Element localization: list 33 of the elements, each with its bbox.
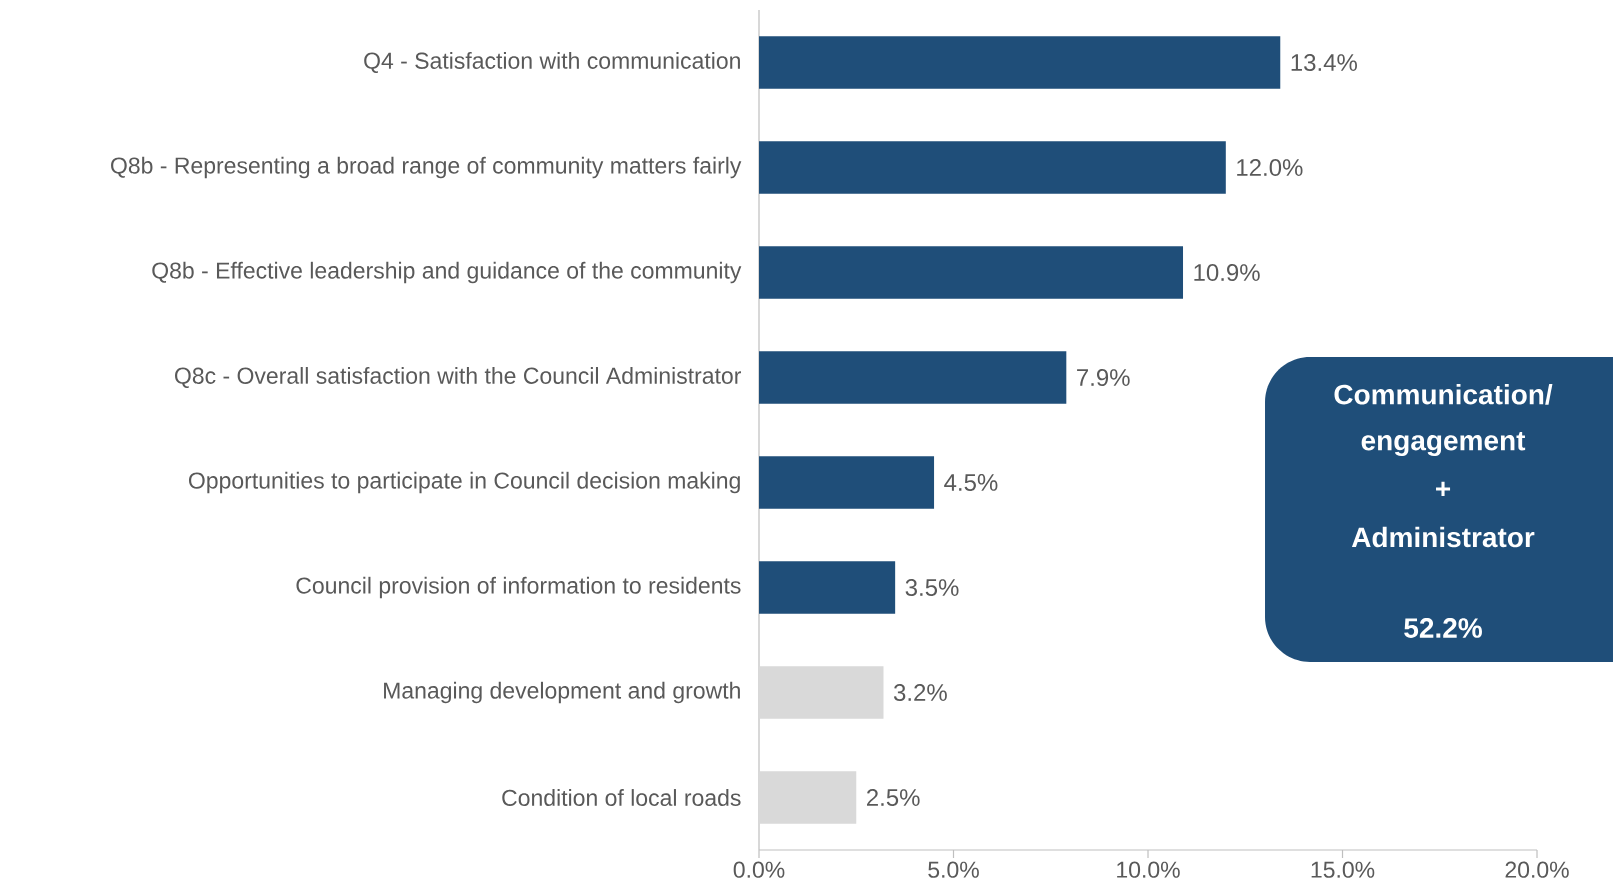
data-label: 3.2% [893, 684, 947, 702]
data-label: 2.5% [866, 789, 920, 807]
y-tick-label: Q8b - Effective leadership and guidance of the community [152, 261, 742, 284]
y-tick-label: Opportunities to participate in Council decision making [188, 471, 740, 494]
bar [759, 351, 1067, 404]
annotation: 52.2% [1404, 618, 1482, 638]
annotation: Communication/ engagement [1334, 383, 1553, 457]
bar [759, 666, 884, 719]
x-tick-label: 0.0% [733, 861, 785, 878]
bar [759, 561, 896, 614]
annotation: + [1436, 481, 1451, 497]
y-tick-label: Managing development and growth [384, 681, 740, 704]
annotation: Administrator [1351, 526, 1535, 548]
y-tick-label: Q8c - Overall satisfaction with the Council Administrator [175, 367, 741, 389]
bar [759, 246, 1184, 299]
y-tick-label: Council provision of information to residents [296, 576, 741, 599]
data-label: 10.9% [1194, 264, 1260, 282]
x-tick-label: 10.0% [1117, 861, 1180, 878]
y-tick-label: Q4 - Satisfaction with communication [364, 52, 740, 74]
data-label: 7.9% [1077, 369, 1130, 387]
x-tick-label: 20.0% [1505, 861, 1569, 878]
data-label: 3.5% [905, 579, 959, 597]
x-tick-label: 5.0% [928, 861, 979, 878]
data-label: 4.5% [944, 474, 998, 491]
y-tick-label: Condition of local roads [502, 789, 741, 806]
bar [759, 771, 857, 824]
data-label: 13.4% [1291, 54, 1357, 72]
bar [759, 456, 935, 509]
data-label: 12.0% [1237, 159, 1303, 177]
bar [759, 141, 1226, 194]
x-tick-label: 15.0% [1311, 861, 1375, 878]
y-tick-label: Q8b - Representing a broad range of community matters fairly [111, 156, 742, 179]
bar [759, 36, 1281, 89]
